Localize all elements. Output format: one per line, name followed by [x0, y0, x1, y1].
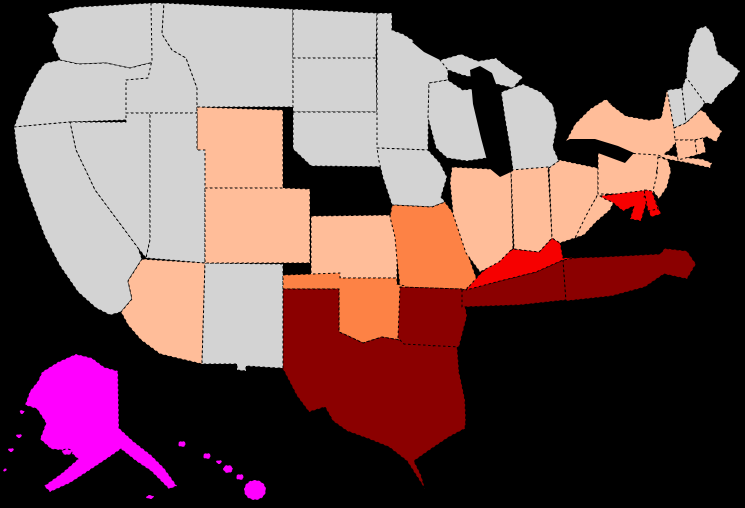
state-nc [562, 245, 697, 302]
state-ut [145, 112, 206, 264]
state-ia [376, 147, 448, 208]
ak-island [145, 494, 155, 500]
lake-superior [412, 28, 540, 77]
state-ar [397, 286, 468, 348]
state-in [510, 166, 553, 253]
lake-michigan [470, 66, 513, 177]
state-fl [540, 395, 700, 489]
state-sc [611, 273, 681, 331]
state-co [204, 187, 311, 264]
ak-island [15, 433, 23, 439]
state-wa [46, 2, 155, 69]
state-va [559, 209, 666, 259]
state-wy [196, 106, 284, 189]
lake-ontario [610, 99, 663, 117]
state-me [685, 25, 741, 105]
hi-island [235, 473, 245, 481]
hi-island [215, 459, 223, 465]
state-oh [548, 159, 599, 244]
state-ri [694, 137, 707, 156]
ak-island [19, 409, 25, 415]
ak-island [61, 448, 73, 456]
state-ak [24, 353, 178, 493]
ak-island [2, 468, 8, 472]
hi-island [243, 479, 267, 501]
state-ca [13, 121, 143, 316]
lake-erie [553, 139, 634, 163]
state-ne [292, 111, 400, 168]
ak-island [7, 447, 15, 453]
state-sd [292, 57, 378, 113]
lake-huron [523, 67, 571, 128]
state-nj [652, 156, 672, 200]
state-hi-group [177, 440, 267, 501]
hi-island [222, 464, 234, 474]
state-or [13, 59, 155, 128]
state-ks [310, 214, 398, 279]
state-nm [201, 262, 284, 372]
hi-island [177, 440, 187, 448]
state-de [643, 189, 659, 212]
state-nd [292, 8, 378, 59]
hi-island [202, 452, 212, 460]
state-id [125, 2, 198, 114]
state-az [120, 258, 206, 365]
state-ak-group [2, 353, 178, 500]
state-ct [674, 139, 698, 161]
